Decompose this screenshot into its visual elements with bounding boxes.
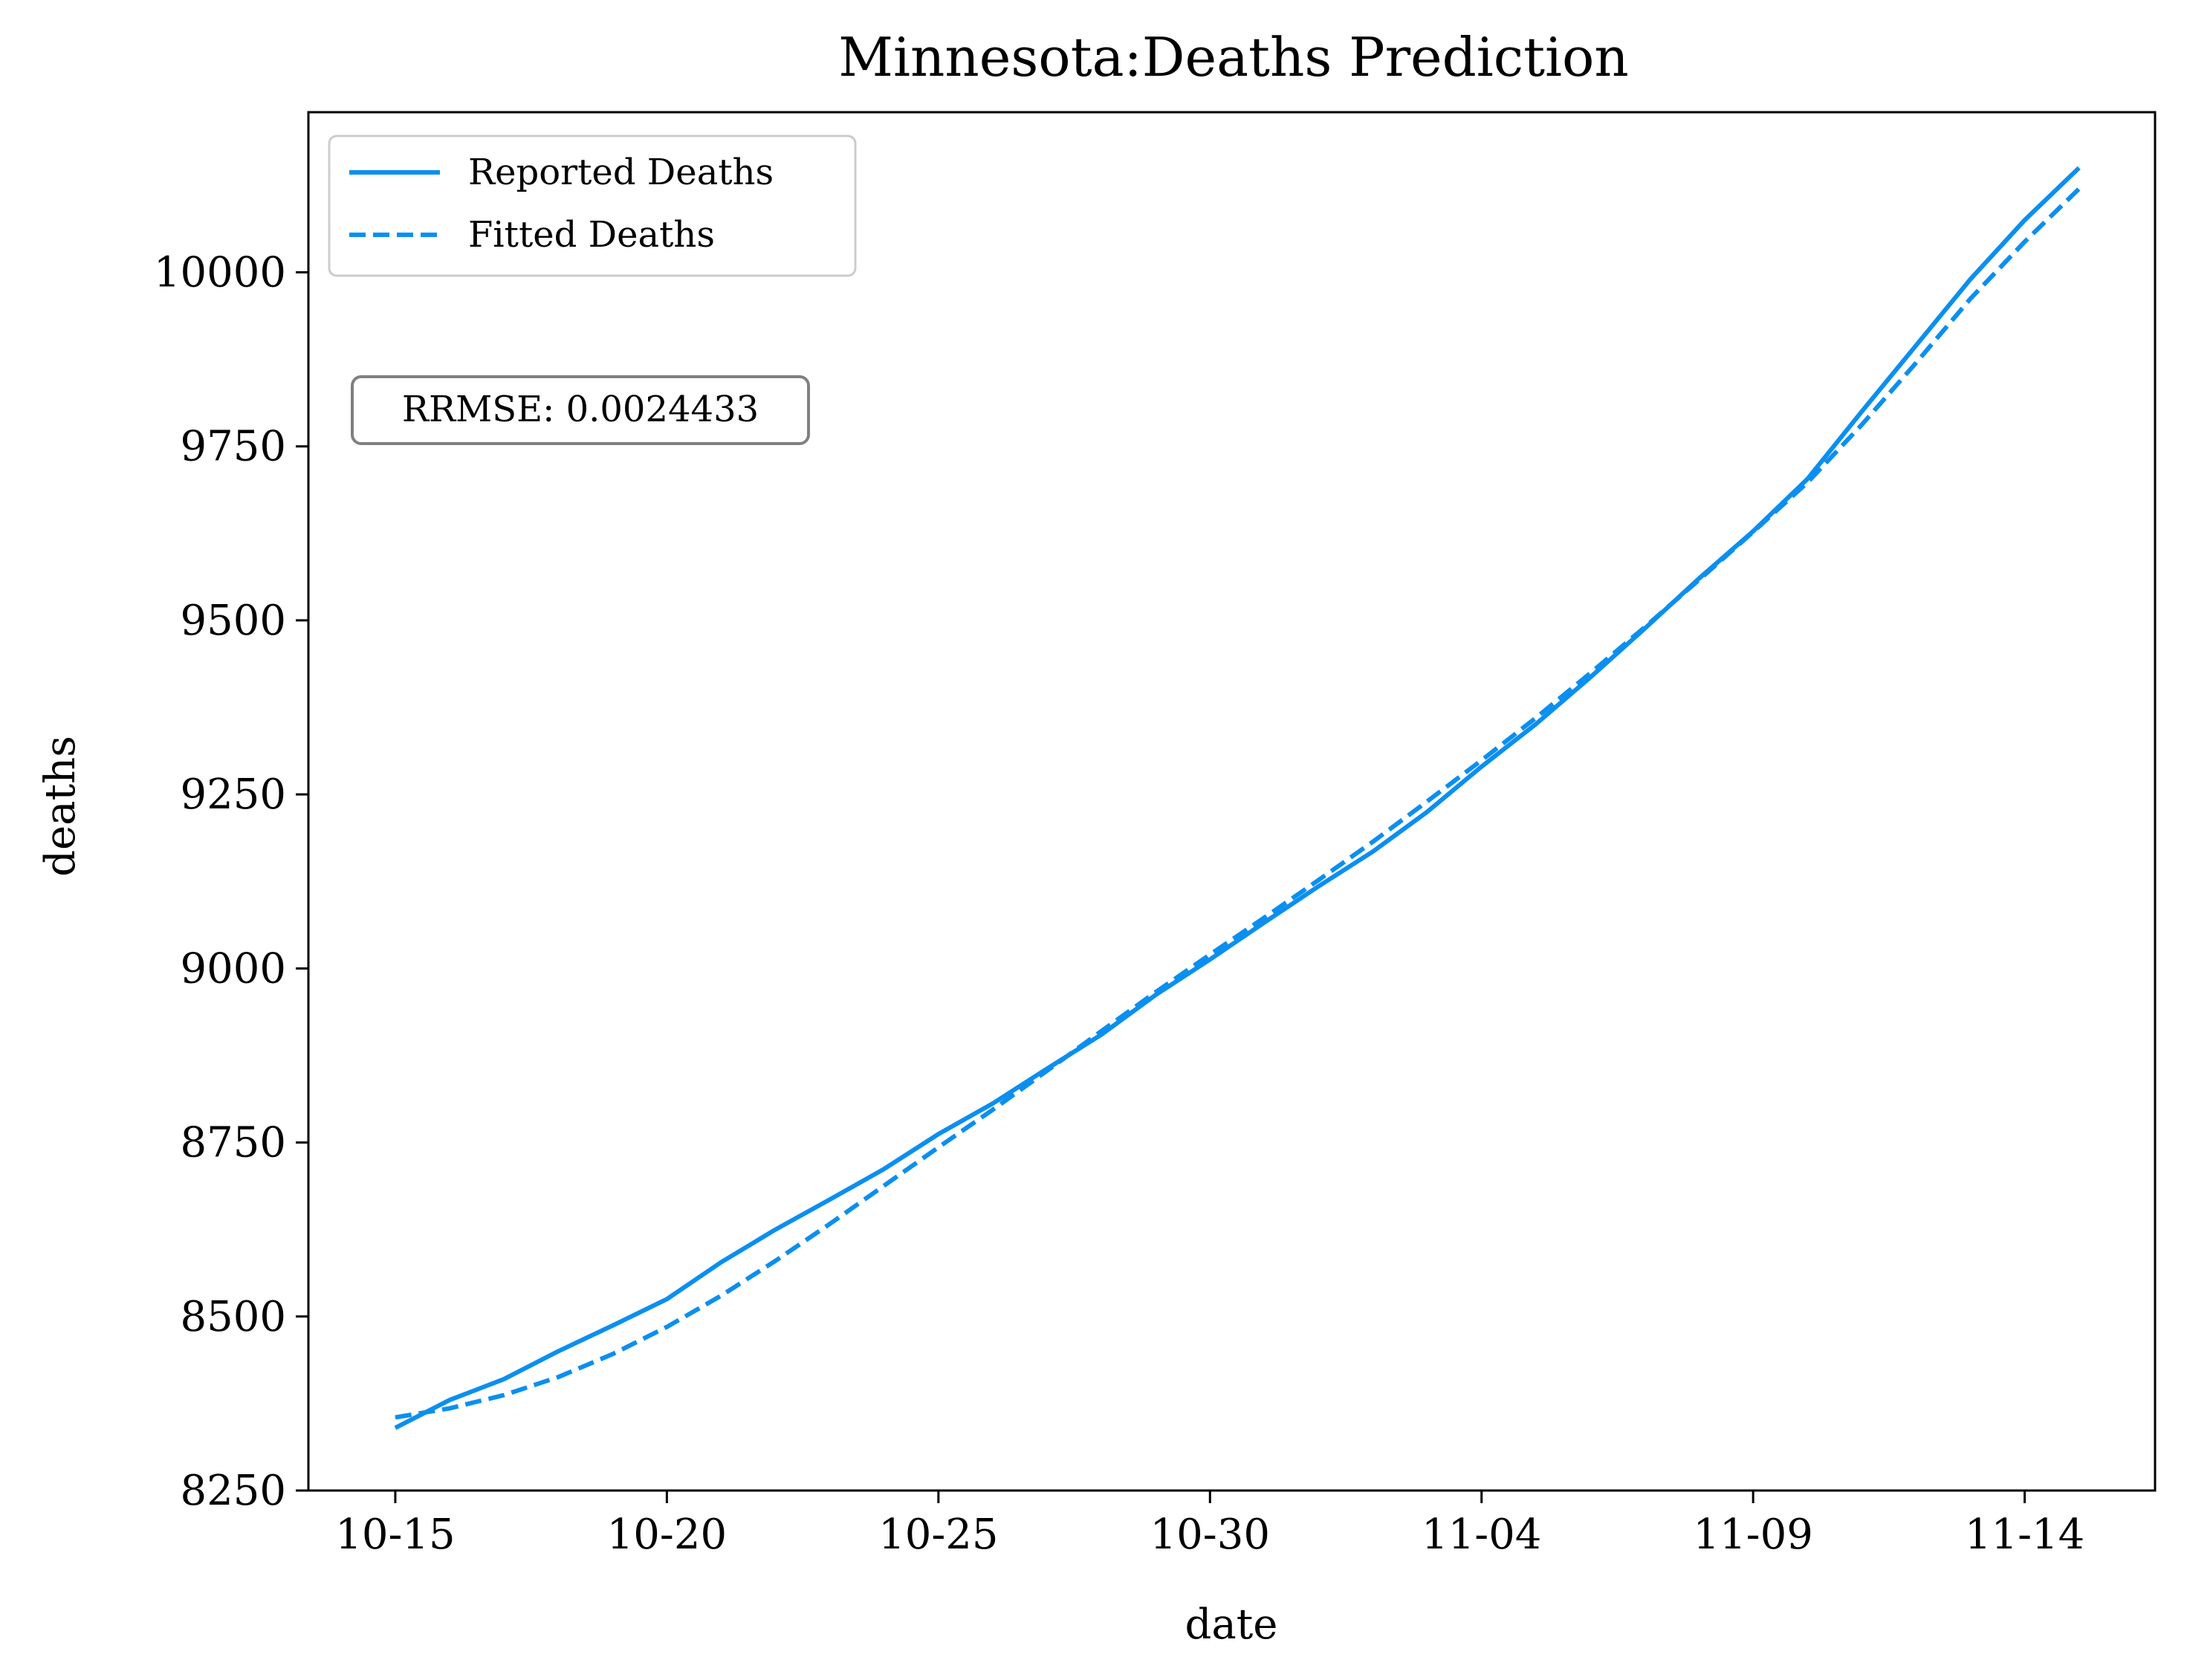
x-tick-label: 10-30 <box>1150 1511 1270 1559</box>
rrmse-text: RRMSE: 0.0024433 <box>402 389 759 430</box>
x-tick-label: 10-25 <box>878 1511 998 1559</box>
y-tick-label: 10000 <box>154 248 286 296</box>
plot-series <box>394 166 2081 1430</box>
y-tick-label: 9000 <box>180 944 286 993</box>
y-tick-label: 8250 <box>180 1467 286 1515</box>
x-tick-label: 10-15 <box>335 1511 455 1559</box>
legend: Reported Deaths Fitted Deaths <box>328 134 857 277</box>
x-tick-label: 11-04 <box>1422 1511 1541 1559</box>
rrmse-annotation: RRMSE: 0.0024433 <box>351 375 810 445</box>
reported-deaths-line <box>394 166 2081 1430</box>
legend-fitted-label: Fitted Deaths <box>468 214 715 256</box>
x-tick-label: 11-09 <box>1693 1511 1812 1559</box>
legend-box <box>328 134 857 277</box>
y-axis-ticks: 8250 8500 8750 9000 9250 9500 9750 10000 <box>154 248 308 1515</box>
plot-frame <box>307 111 2157 1492</box>
x-tick-label: 10-20 <box>607 1511 727 1559</box>
y-tick-label: 9750 <box>180 423 286 471</box>
legend-reported-label: Reported Deaths <box>468 152 774 193</box>
chart-title: Minnesota:Deaths Prediction <box>838 26 1629 88</box>
x-axis-label: date <box>1185 1600 1278 1649</box>
y-tick-label: 8500 <box>180 1293 286 1341</box>
y-tick-label: 9500 <box>180 597 286 645</box>
y-axis-label: deaths <box>36 736 85 877</box>
y-tick-label: 8750 <box>180 1119 286 1167</box>
y-tick-label: 9250 <box>180 771 286 819</box>
x-axis-ticks: 10-15 10-20 10-25 10-30 11-04 11-09 11-14 <box>335 1491 2084 1559</box>
fitted-deaths-line <box>395 187 2081 1420</box>
rrmse-box <box>351 375 810 445</box>
x-tick-label: 11-14 <box>1965 1511 2084 1559</box>
